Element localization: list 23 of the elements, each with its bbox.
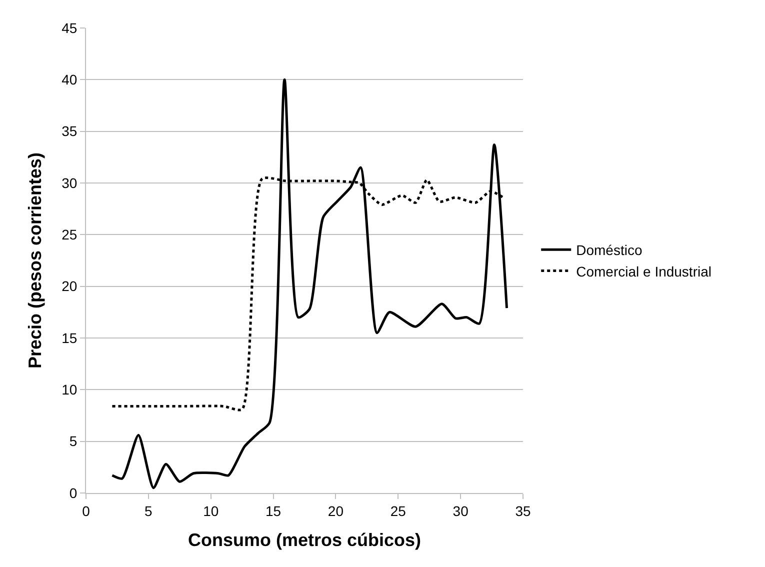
y-tick-label: 25: [62, 226, 78, 243]
y-tick-label: 10: [62, 382, 78, 398]
y-tick-label: 40: [62, 72, 78, 88]
y-axis-title: Precio (pesos corrientes): [24, 152, 45, 369]
y-tick-label: 45: [62, 20, 78, 36]
x-tick-label: 0: [82, 502, 90, 519]
x-tick-label: 30: [452, 502, 469, 519]
x-tick-label: 15: [266, 502, 282, 519]
legend-label: Doméstico: [576, 242, 642, 258]
x-tick-label: 25: [390, 502, 406, 519]
x-tick-label: 35: [515, 502, 531, 519]
y-tick-label: 15: [62, 330, 78, 346]
y-tick-label: 30: [62, 174, 78, 191]
y-tick-label: 35: [62, 123, 78, 140]
y-tick-label: 5: [69, 433, 78, 450]
x-tick-label: 10: [203, 502, 219, 519]
y-tick-label: 20: [62, 278, 78, 294]
legend-label: Comercial e Industrial: [576, 263, 712, 280]
y-tick-label: 0: [69, 484, 78, 501]
x-axis-title: Consumo (metros cúbicos): [188, 530, 422, 550]
x-tick-label: 20: [328, 502, 344, 519]
x-tick-label: 5: [144, 502, 153, 519]
line-series: [110, 78, 508, 490]
